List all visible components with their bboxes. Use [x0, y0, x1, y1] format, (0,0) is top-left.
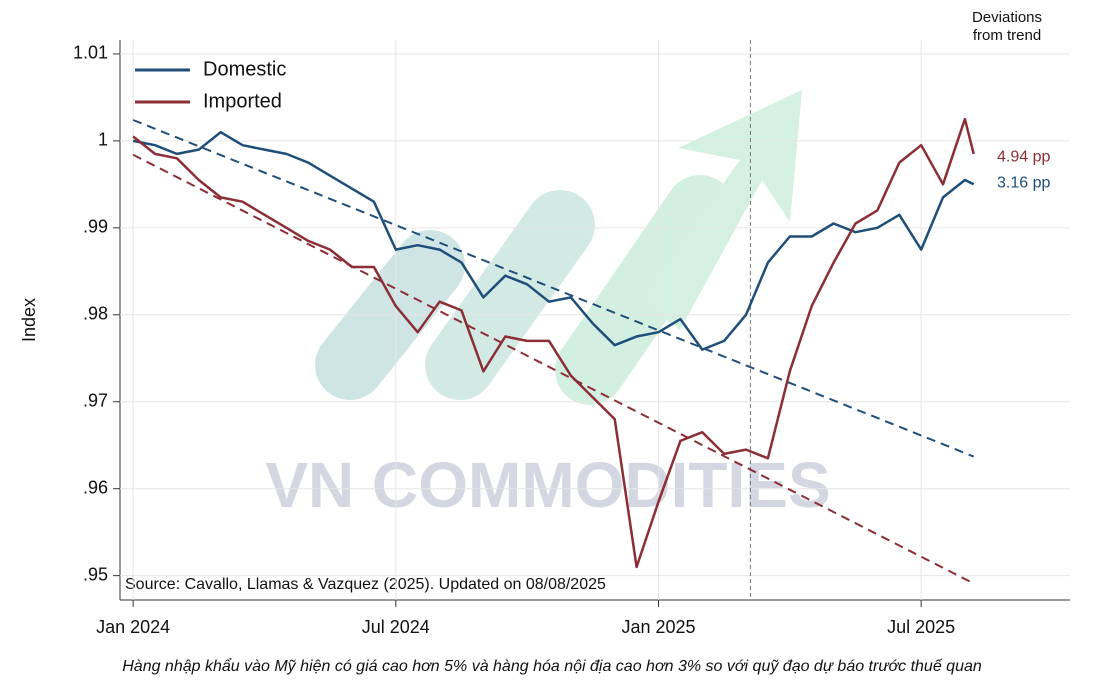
x-tick-label: Jan 2024 [96, 617, 170, 637]
x-tick-label: Jul 2024 [362, 617, 430, 637]
trend-line [132, 119, 975, 458]
legend-label: Domestic [203, 58, 286, 80]
y-tick-label: .97 [83, 390, 108, 410]
line-series [132, 130, 975, 351]
end-label: 3.16 pp [997, 175, 1050, 192]
y-tick-label: 1 [98, 130, 108, 150]
x-tick-label: Jul 2025 [887, 617, 955, 637]
line-series [132, 117, 975, 569]
end-label: 4.94 pp [997, 149, 1050, 166]
note-line: from trend [973, 27, 1041, 44]
y-axis-label: Index [19, 298, 39, 342]
y-tick-label: .95 [83, 564, 108, 584]
y-tick-label: 1.01 [73, 43, 108, 63]
legend-label: Imported [203, 90, 282, 112]
y-tick-label: .99 [83, 217, 108, 237]
y-tick-label: .96 [83, 477, 108, 497]
trend-line [132, 153, 975, 585]
y-tick-label: .98 [83, 304, 108, 324]
x-tick-label: Jan 2025 [621, 617, 695, 637]
caption: Hàng nhập khẩu vào Mỹ hiện có giá cao hơ… [122, 657, 982, 675]
watermark-text: VN COMMODITIES [265, 449, 830, 521]
source: Source: Cavallo, Llamas & Vazquez (2025)… [125, 576, 606, 593]
watermark-graphic [315, 90, 802, 405]
note-line: Deviations [972, 9, 1042, 26]
